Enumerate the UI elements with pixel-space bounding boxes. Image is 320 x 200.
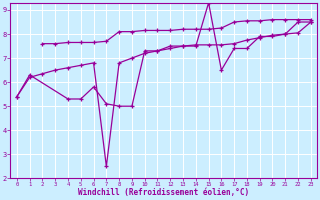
X-axis label: Windchill (Refroidissement éolien,°C): Windchill (Refroidissement éolien,°C) (78, 188, 249, 197)
